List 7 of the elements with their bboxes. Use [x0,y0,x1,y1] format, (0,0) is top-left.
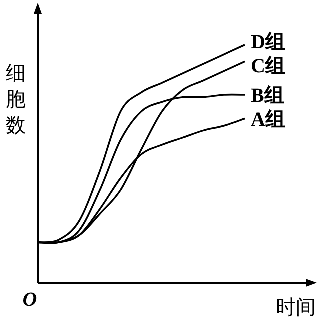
series-label: C组 [251,55,286,78]
series-label: D组 [251,31,286,54]
series-label: A组 [251,108,286,131]
y-axis-title: 细胞数 [6,61,26,137]
x-axis-title: 时间 [276,295,316,319]
series-label: B组 [251,84,284,107]
text: O [22,289,38,311]
